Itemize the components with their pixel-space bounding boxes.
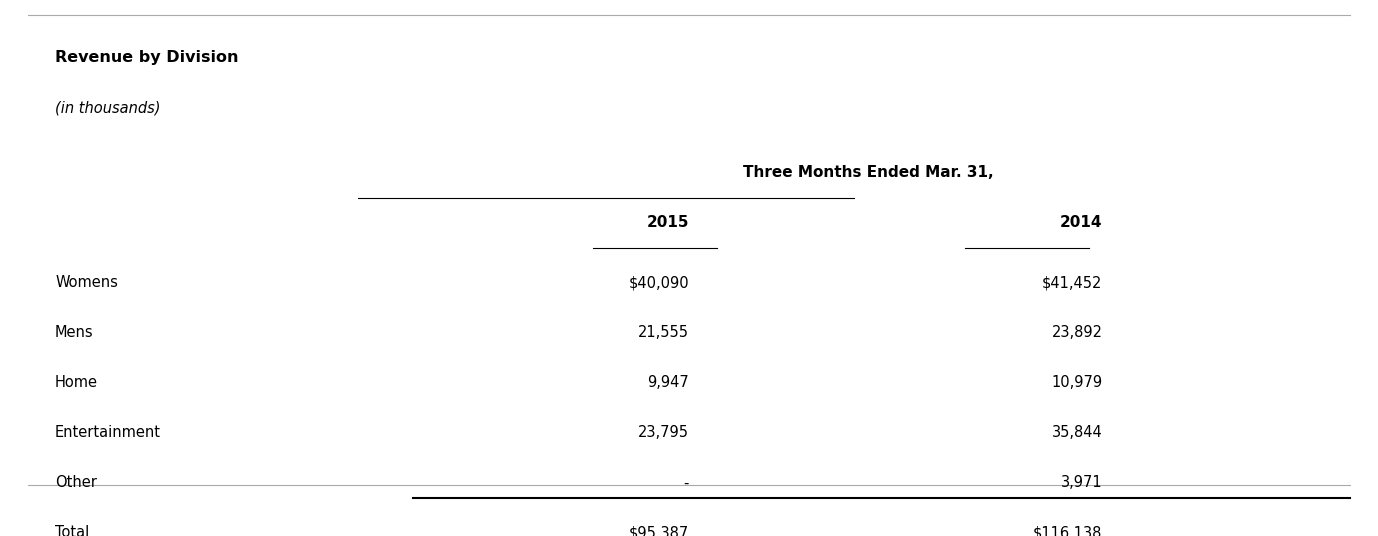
Text: Other: Other [55, 475, 96, 490]
Text: 23,892: 23,892 [1051, 325, 1102, 340]
Text: Total: Total [55, 525, 90, 536]
Text: $95,387: $95,387 [628, 525, 689, 536]
Text: (in thousands): (in thousands) [55, 100, 161, 115]
Text: 2015: 2015 [646, 215, 689, 230]
Text: 9,947: 9,947 [648, 375, 689, 390]
Text: $40,090: $40,090 [628, 275, 689, 290]
Text: Three Months Ended Mar. 31,: Three Months Ended Mar. 31, [743, 165, 994, 180]
Text: Revenue by Division: Revenue by Division [55, 50, 238, 65]
Text: Womens: Womens [55, 275, 119, 290]
Text: Mens: Mens [55, 325, 94, 340]
Text: 35,844: 35,844 [1051, 425, 1102, 440]
Text: $41,452: $41,452 [1042, 275, 1102, 290]
Text: Entertainment: Entertainment [55, 425, 161, 440]
Text: 3,971: 3,971 [1061, 475, 1102, 490]
Text: 21,555: 21,555 [638, 325, 689, 340]
Text: $116,138: $116,138 [1034, 525, 1102, 536]
Text: 2014: 2014 [1060, 215, 1102, 230]
Text: 23,795: 23,795 [638, 425, 689, 440]
Text: 10,979: 10,979 [1051, 375, 1102, 390]
Text: Home: Home [55, 375, 98, 390]
Text: -: - [683, 475, 689, 490]
